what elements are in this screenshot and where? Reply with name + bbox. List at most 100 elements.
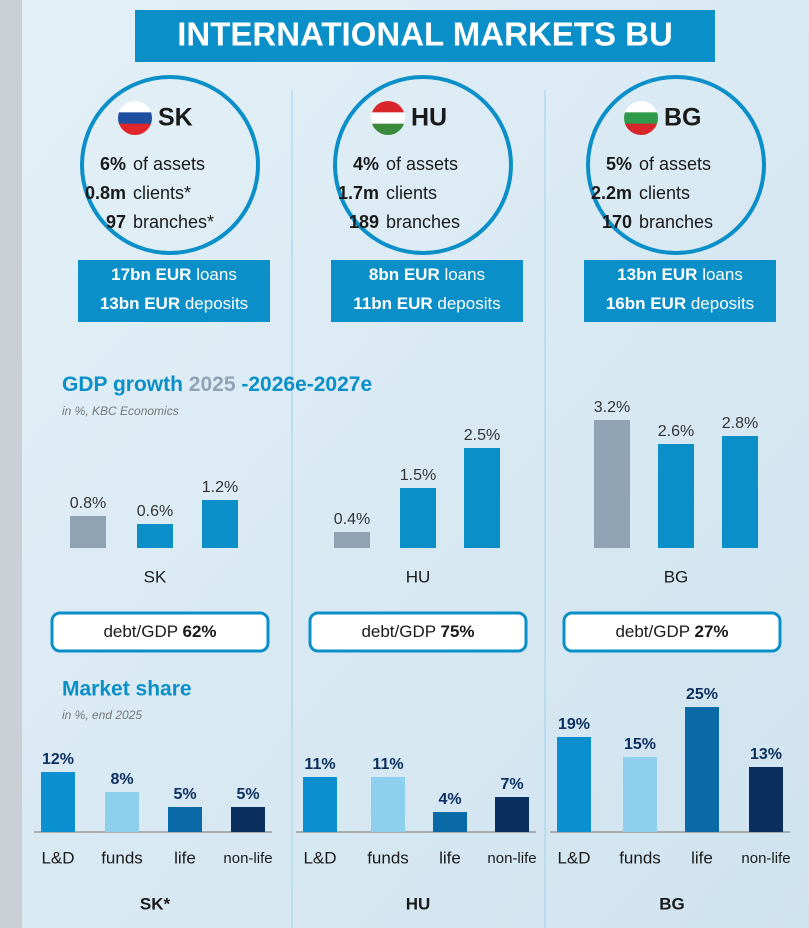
stat-value: 97 — [106, 212, 126, 232]
box-value: 8bn EUR — [369, 265, 440, 284]
value-label: 12% — [42, 751, 74, 768]
flag-stripe — [371, 112, 405, 125]
box-line: 16bn EUR deposits — [606, 294, 754, 313]
category-label: non-life — [741, 850, 790, 867]
bar — [137, 524, 173, 548]
market-note: in %, end 2025 — [62, 708, 142, 722]
category-label: L&D — [557, 848, 590, 867]
flag-stripe — [118, 123, 152, 135]
flag-stripe — [371, 101, 405, 113]
box-value: 17bn EUR — [111, 265, 191, 284]
title-banner — [135, 10, 715, 62]
box-value: 11bn EUR — [353, 294, 432, 313]
category-label: L&D — [41, 848, 74, 867]
bar — [371, 777, 405, 832]
stat-label: branches* — [133, 212, 214, 232]
x-label: SK* — [140, 894, 171, 913]
bar — [334, 532, 370, 548]
box-line: 11bn EUR deposits — [353, 294, 500, 313]
value-label: 5% — [173, 786, 196, 803]
stat-label: of assets — [639, 154, 711, 174]
stat-label: branches — [639, 212, 713, 232]
flag-stripe — [624, 101, 658, 113]
bar — [557, 737, 591, 832]
value-label: 5% — [236, 786, 259, 803]
box-label: loans — [196, 265, 237, 284]
bar — [722, 436, 758, 548]
bar — [433, 812, 467, 832]
value-label: 3.2% — [594, 399, 630, 416]
gdp-title-b: -2026e-2027e — [241, 373, 372, 396]
box-label: deposits — [185, 294, 248, 313]
loans-box — [78, 260, 270, 322]
box-label: loans — [702, 265, 743, 284]
bar — [105, 792, 139, 832]
value-label: 15% — [624, 736, 656, 753]
stat-value: 4% — [353, 154, 379, 174]
stat-value: 6% — [100, 154, 126, 174]
category-label: L&D — [303, 848, 336, 867]
stat-value: 170 — [602, 212, 632, 232]
flag-stripe — [624, 123, 658, 135]
stat-value: 1.7m — [338, 183, 379, 203]
value-label: 0.8% — [70, 495, 106, 512]
flag-stripe — [118, 101, 152, 113]
gdp-title: GDP growth 2025 -2026e-2027e — [62, 373, 372, 396]
bar — [168, 807, 202, 832]
bar — [749, 767, 783, 832]
gdp-title-a: 2025 — [189, 373, 236, 396]
debt-value: 62% — [183, 622, 217, 641]
value-label: 7% — [500, 776, 523, 793]
box-label: deposits — [437, 294, 500, 313]
box-label: loans — [444, 265, 485, 284]
value-label: 0.4% — [334, 511, 370, 528]
debt-box — [50, 611, 270, 653]
country-circle — [586, 75, 766, 255]
country-code: BG — [664, 104, 702, 132]
bar — [400, 488, 436, 548]
bar — [623, 757, 657, 832]
debt-box — [562, 611, 782, 653]
bar — [658, 444, 694, 548]
country-circle — [80, 75, 260, 255]
stat-value: 189 — [349, 212, 379, 232]
value-label: 11% — [372, 756, 403, 773]
stat-value: 5% — [606, 154, 632, 174]
stat-label: of assets — [386, 154, 458, 174]
left-strip — [0, 0, 22, 928]
debt-text: debt/GDP 75% — [361, 622, 474, 641]
stat-value: 0.8m — [85, 183, 126, 203]
box-value: 13bn EUR — [617, 265, 697, 284]
stat-label: clients* — [133, 183, 191, 203]
stat-label: of assets — [133, 154, 205, 174]
debt-value: 27% — [695, 622, 729, 641]
box-value: 13bn EUR — [100, 294, 180, 313]
value-label: 2.8% — [722, 415, 758, 432]
gdp-note: in %, KBC Economics — [62, 404, 179, 418]
stat-label: clients — [639, 183, 690, 203]
box-line: 13bn EUR loans — [617, 265, 743, 284]
debt-value: 75% — [441, 622, 475, 641]
bar — [685, 707, 719, 832]
value-label: 11% — [304, 756, 335, 773]
value-label: 19% — [558, 716, 590, 733]
value-label: 1.2% — [202, 479, 238, 496]
loans-box — [584, 260, 776, 322]
bar — [41, 772, 75, 832]
value-label: 8% — [110, 771, 133, 788]
value-label: 1.5% — [400, 467, 436, 484]
country-code: HU — [411, 104, 447, 132]
category-label: life — [174, 848, 196, 867]
x-label: HU — [406, 894, 431, 913]
category-label: funds — [101, 848, 143, 867]
loans-box — [331, 260, 523, 322]
stat-label: branches — [386, 212, 460, 232]
bar — [70, 516, 106, 548]
bar — [495, 797, 529, 832]
x-label: BG — [664, 567, 689, 586]
x-label: HU — [406, 567, 431, 586]
title: INTERNATIONAL MARKETS BU — [177, 16, 673, 53]
category-label: life — [439, 848, 461, 867]
category-label: non-life — [223, 850, 272, 867]
